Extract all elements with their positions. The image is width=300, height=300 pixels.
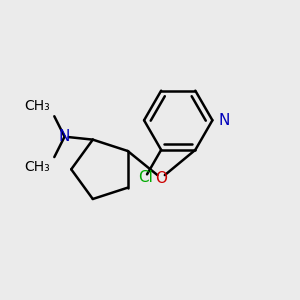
Text: CH₃: CH₃ (25, 99, 50, 113)
Text: N: N (219, 113, 230, 128)
Text: O: O (155, 171, 167, 186)
Text: Cl: Cl (138, 170, 152, 185)
Text: CH₃: CH₃ (25, 160, 50, 174)
Text: N: N (59, 129, 70, 144)
